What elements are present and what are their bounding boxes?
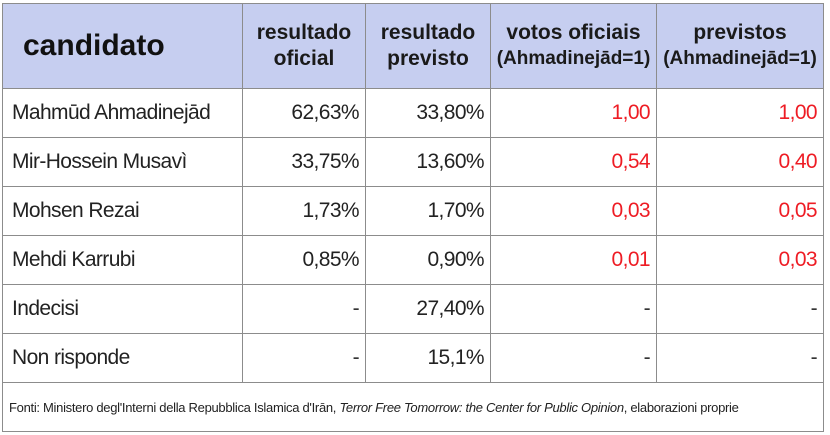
table-row: Mir-Hossein Musavì 33,75% 13,60% 0,54 0,…: [2, 137, 824, 187]
table-row: Mehdi Karrubi 0,85% 0,90% 0,01 0,03: [2, 235, 824, 285]
official-ratio-cell: 0,54: [490, 137, 657, 187]
forecast-result-cell: 27,40%: [365, 284, 491, 334]
header-official-result: resultado oficial: [242, 3, 366, 89]
header-official-votes-line2: (Ahmadinejād=1): [496, 48, 651, 69]
header-forecast-votes: previstos (Ahmadinejād=1): [656, 3, 824, 89]
table-row: Indecisi - 27,40% - -: [2, 284, 824, 334]
official-ratio-cell: 1,00: [490, 88, 657, 138]
candidate-name: Non risponde: [2, 333, 243, 383]
candidate-name: Mahmūd Ahmadinejād: [2, 88, 243, 138]
source-prefix: Fonti: Ministero degl'Interni della Repu…: [9, 399, 340, 415]
source-suffix: , elaborazioni proprie: [623, 399, 739, 415]
header-row: candidato resultado oficial resultado pr…: [2, 3, 824, 89]
official-result-cell: 1,73%: [242, 186, 366, 236]
official-result-cell: -: [242, 284, 366, 334]
forecast-ratio-cell: 0,05: [656, 186, 824, 236]
official-ratio-cell: -: [490, 284, 657, 334]
header-forecast-result-line2: previsto: [387, 47, 469, 70]
forecast-ratio-cell: 0,03: [656, 235, 824, 285]
header-forecast-votes-line1: previstos: [693, 21, 787, 44]
header-official-votes: votos oficiais (Ahmadinejād=1): [490, 3, 657, 89]
table-row: Mahmūd Ahmadinejād 62,63% 33,80% 1,00 1,…: [2, 88, 824, 138]
forecast-ratio-cell: -: [656, 284, 824, 334]
official-ratio-cell: -: [490, 333, 657, 383]
header-forecast-result: resultado previsto: [365, 3, 491, 89]
official-result-cell: 0,85%: [242, 235, 366, 285]
official-result-cell: 33,75%: [242, 137, 366, 187]
table-row: Mohsen Rezai 1,73% 1,70% 0,03 0,05: [2, 186, 824, 236]
forecast-result-cell: 1,70%: [365, 186, 491, 236]
header-forecast-result-line1: resultado: [380, 21, 476, 44]
official-ratio-cell: 0,01: [490, 235, 657, 285]
forecast-result-cell: 13,60%: [365, 137, 491, 187]
official-result-cell: -: [242, 333, 366, 383]
footer-row: Fonti: Ministero degl'Interni della Repu…: [2, 382, 824, 432]
forecast-result-cell: 15,1%: [365, 333, 491, 383]
source-italic: Terror Free Tomorrow: the Center for Pub…: [339, 399, 624, 415]
forecast-ratio-cell: 1,00: [656, 88, 824, 138]
source-note: Fonti: Ministero degl'Interni della Repu…: [2, 382, 824, 432]
forecast-ratio-cell: -: [656, 333, 824, 383]
official-ratio-cell: 0,03: [490, 186, 657, 236]
official-result-cell: 62,63%: [242, 88, 366, 138]
results-table: candidato resultado oficial resultado pr…: [2, 3, 824, 432]
table-row: Non risponde - 15,1% - -: [2, 333, 824, 383]
header-official-votes-line1: votos oficiais: [506, 21, 641, 44]
header-candidate: candidato: [2, 3, 243, 89]
candidate-name: Mir-Hossein Musavì: [2, 137, 243, 187]
forecast-ratio-cell: 0,40: [656, 137, 824, 187]
forecast-result-cell: 33,80%: [365, 88, 491, 138]
forecast-result-cell: 0,90%: [365, 235, 491, 285]
candidate-name: Mehdi Karrubi: [2, 235, 243, 285]
candidate-name: Mohsen Rezai: [2, 186, 243, 236]
header-forecast-votes-line2: (Ahmadinejād=1): [663, 48, 817, 69]
header-official-result-line1: resultado: [256, 21, 352, 44]
header-official-result-line2: oficial: [273, 47, 335, 70]
candidate-name: Indecisi: [2, 284, 243, 334]
